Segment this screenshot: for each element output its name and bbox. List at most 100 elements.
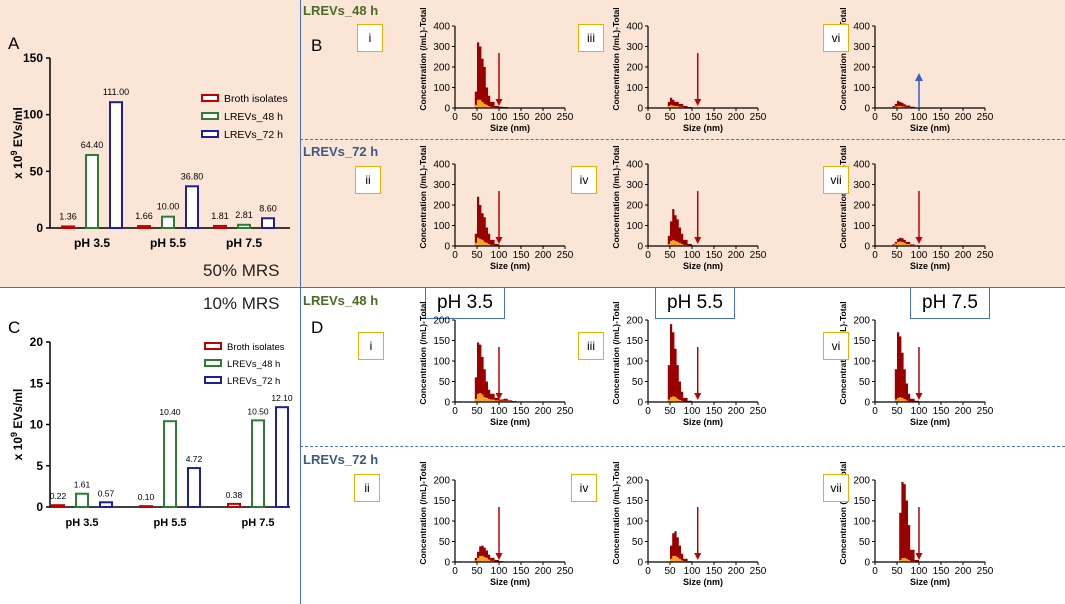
y-axis-label: Concentration (/mL)-Total <box>838 461 848 564</box>
distribution-fraction <box>665 239 697 246</box>
y-tick-label: 0 <box>444 242 450 253</box>
category-label: pH 5.5 <box>150 236 186 250</box>
y-tick-label: 400 <box>433 160 450 171</box>
y-axis-label: Concentration (/mL)-Total <box>418 301 428 404</box>
x-axis-label: Size (nm) <box>490 417 530 427</box>
x-tick-label: 50 <box>891 250 903 261</box>
bar-value-label: 10.00 <box>157 202 180 212</box>
nta-plot-b-i: 0 50 100 150 200 250 0 100 200 300 400 Size (nm) Con… <box>418 7 574 133</box>
y-tick-label: 100 <box>853 517 870 528</box>
y-tick-label: 100 <box>626 221 643 232</box>
row-divider-d <box>300 446 1065 447</box>
nta-plot-b-iv: 0 50 100 150 200 250 0 100 200 300 400 Size (nm) Con… <box>611 145 767 271</box>
x-tick-label: 100 <box>491 406 508 417</box>
y-tick-label: 50 <box>632 537 644 548</box>
plot-tag-d-iv: iv <box>571 474 597 502</box>
x-axis-label: Size (nm) <box>683 123 723 133</box>
bar-value-label: 1.61 <box>74 480 91 490</box>
y-tick-label: 200 <box>626 63 643 74</box>
bar-value-label: 0.10 <box>138 492 155 502</box>
y-axis-label: Concentration (/mL)-Total <box>611 145 621 248</box>
x-tick-label: 100 <box>684 406 701 417</box>
distribution-fraction <box>665 104 697 108</box>
x-tick-label: 250 <box>750 250 767 261</box>
y-tick-label: 0 <box>36 221 43 235</box>
legend-label: LREVs_48 h <box>227 359 280 370</box>
marker-arrow-head <box>915 553 923 560</box>
marker-arrow-head <box>694 99 702 106</box>
legend-label: Broth isolates <box>227 342 285 353</box>
x-tick-label: 0 <box>872 566 878 577</box>
nta-plot-b-iii: 0 50 100 150 200 250 0 100 200 300 400 Size (nm) Con… <box>611 7 767 133</box>
distribution-fraction <box>472 237 504 246</box>
bar-pH75-0 <box>227 502 241 509</box>
mrs-label-50: 50% MRS <box>203 261 280 280</box>
x-axis-label: Size (nm) <box>490 123 530 133</box>
y-tick-label: 200 <box>433 476 450 487</box>
y-axis-label: Concentration (/mL)-Total <box>418 145 428 248</box>
marker-arrow-head <box>495 237 503 244</box>
y-tick-label: 100 <box>626 83 643 94</box>
x-tick-label: 200 <box>535 566 552 577</box>
plot-tag-d-i: i <box>358 332 384 360</box>
marker-arrow-head <box>694 237 702 244</box>
marker-arrow-head <box>495 393 503 400</box>
bar-value-label: 1.81 <box>211 211 229 221</box>
x-axis-label: Size (nm) <box>910 261 950 271</box>
x-tick-label: 150 <box>706 566 723 577</box>
nta-plot-d-i: 0 50 100 150 200 250 0 50 100 150 200 Size (nm) Conc… <box>418 301 574 427</box>
bar-pH55-1 <box>163 420 177 508</box>
x-tick-label: 250 <box>977 112 994 123</box>
x-tick-label: 200 <box>728 112 745 123</box>
bar-pH35-2 <box>99 501 113 509</box>
y-axis-label: x 109 EVs/ml <box>9 389 25 461</box>
x-tick-label: 50 <box>471 250 483 261</box>
distribution-fraction <box>472 555 504 562</box>
y-tick-label: 100 <box>23 108 43 122</box>
bar-value-label: 4.72 <box>186 454 203 464</box>
plot-tag-d-vii: vii <box>823 474 849 502</box>
plot-tag-b-i: i <box>357 24 383 52</box>
y-tick-label: 150 <box>433 336 450 347</box>
y-axis-label: x 109 EVs/ml <box>9 107 25 179</box>
x-tick-label: 250 <box>977 566 994 577</box>
marker-arrow-head <box>495 553 503 560</box>
y-tick-label: 200 <box>853 63 870 74</box>
bar-pH35-1 <box>75 492 89 508</box>
y-tick-label: 0 <box>637 398 643 409</box>
legend-swatch <box>204 359 222 367</box>
vertical-divider <box>300 0 301 604</box>
x-tick-label: 200 <box>535 112 552 123</box>
y-tick-label: 20 <box>30 335 44 349</box>
bar-value-label: 10.50 <box>247 406 269 416</box>
bar-value-label: 10.40 <box>159 407 181 417</box>
x-tick-label: 200 <box>955 406 972 417</box>
nta-plot-d-vii: 0 50 100 150 200 250 0 50 100 150 200 Size (nm) Conc… <box>838 461 994 587</box>
y-axis-label: Concentration (/mL)-Total <box>611 461 621 564</box>
x-tick-label: 150 <box>513 250 530 261</box>
x-tick-label: 50 <box>664 250 676 261</box>
y-tick-label: 100 <box>433 221 450 232</box>
x-tick-label: 0 <box>452 250 458 261</box>
x-tick-label: 100 <box>911 250 928 261</box>
distribution-total <box>472 42 513 108</box>
x-tick-label: 250 <box>750 112 767 123</box>
marker-arrow-head <box>915 73 923 81</box>
y-tick-label: 150 <box>853 496 870 507</box>
y-tick-label: 200 <box>626 201 643 212</box>
plot-tag-d-ii: ii <box>354 474 380 502</box>
legend-swatch <box>201 94 219 102</box>
x-tick-label: 100 <box>684 566 701 577</box>
bar-value-label: 1.66 <box>135 211 153 221</box>
legend-swatch <box>204 376 222 384</box>
distribution-fraction <box>897 557 919 562</box>
x-axis-label: Size (nm) <box>683 577 723 587</box>
x-tick-label: 150 <box>513 566 530 577</box>
x-tick-label: 100 <box>911 112 928 123</box>
y-tick-label: 300 <box>626 180 643 191</box>
marker-arrow-head <box>495 99 503 106</box>
x-tick-label: 0 <box>452 566 458 577</box>
panel-label-b: B <box>311 36 323 55</box>
x-tick-label: 50 <box>471 566 483 577</box>
